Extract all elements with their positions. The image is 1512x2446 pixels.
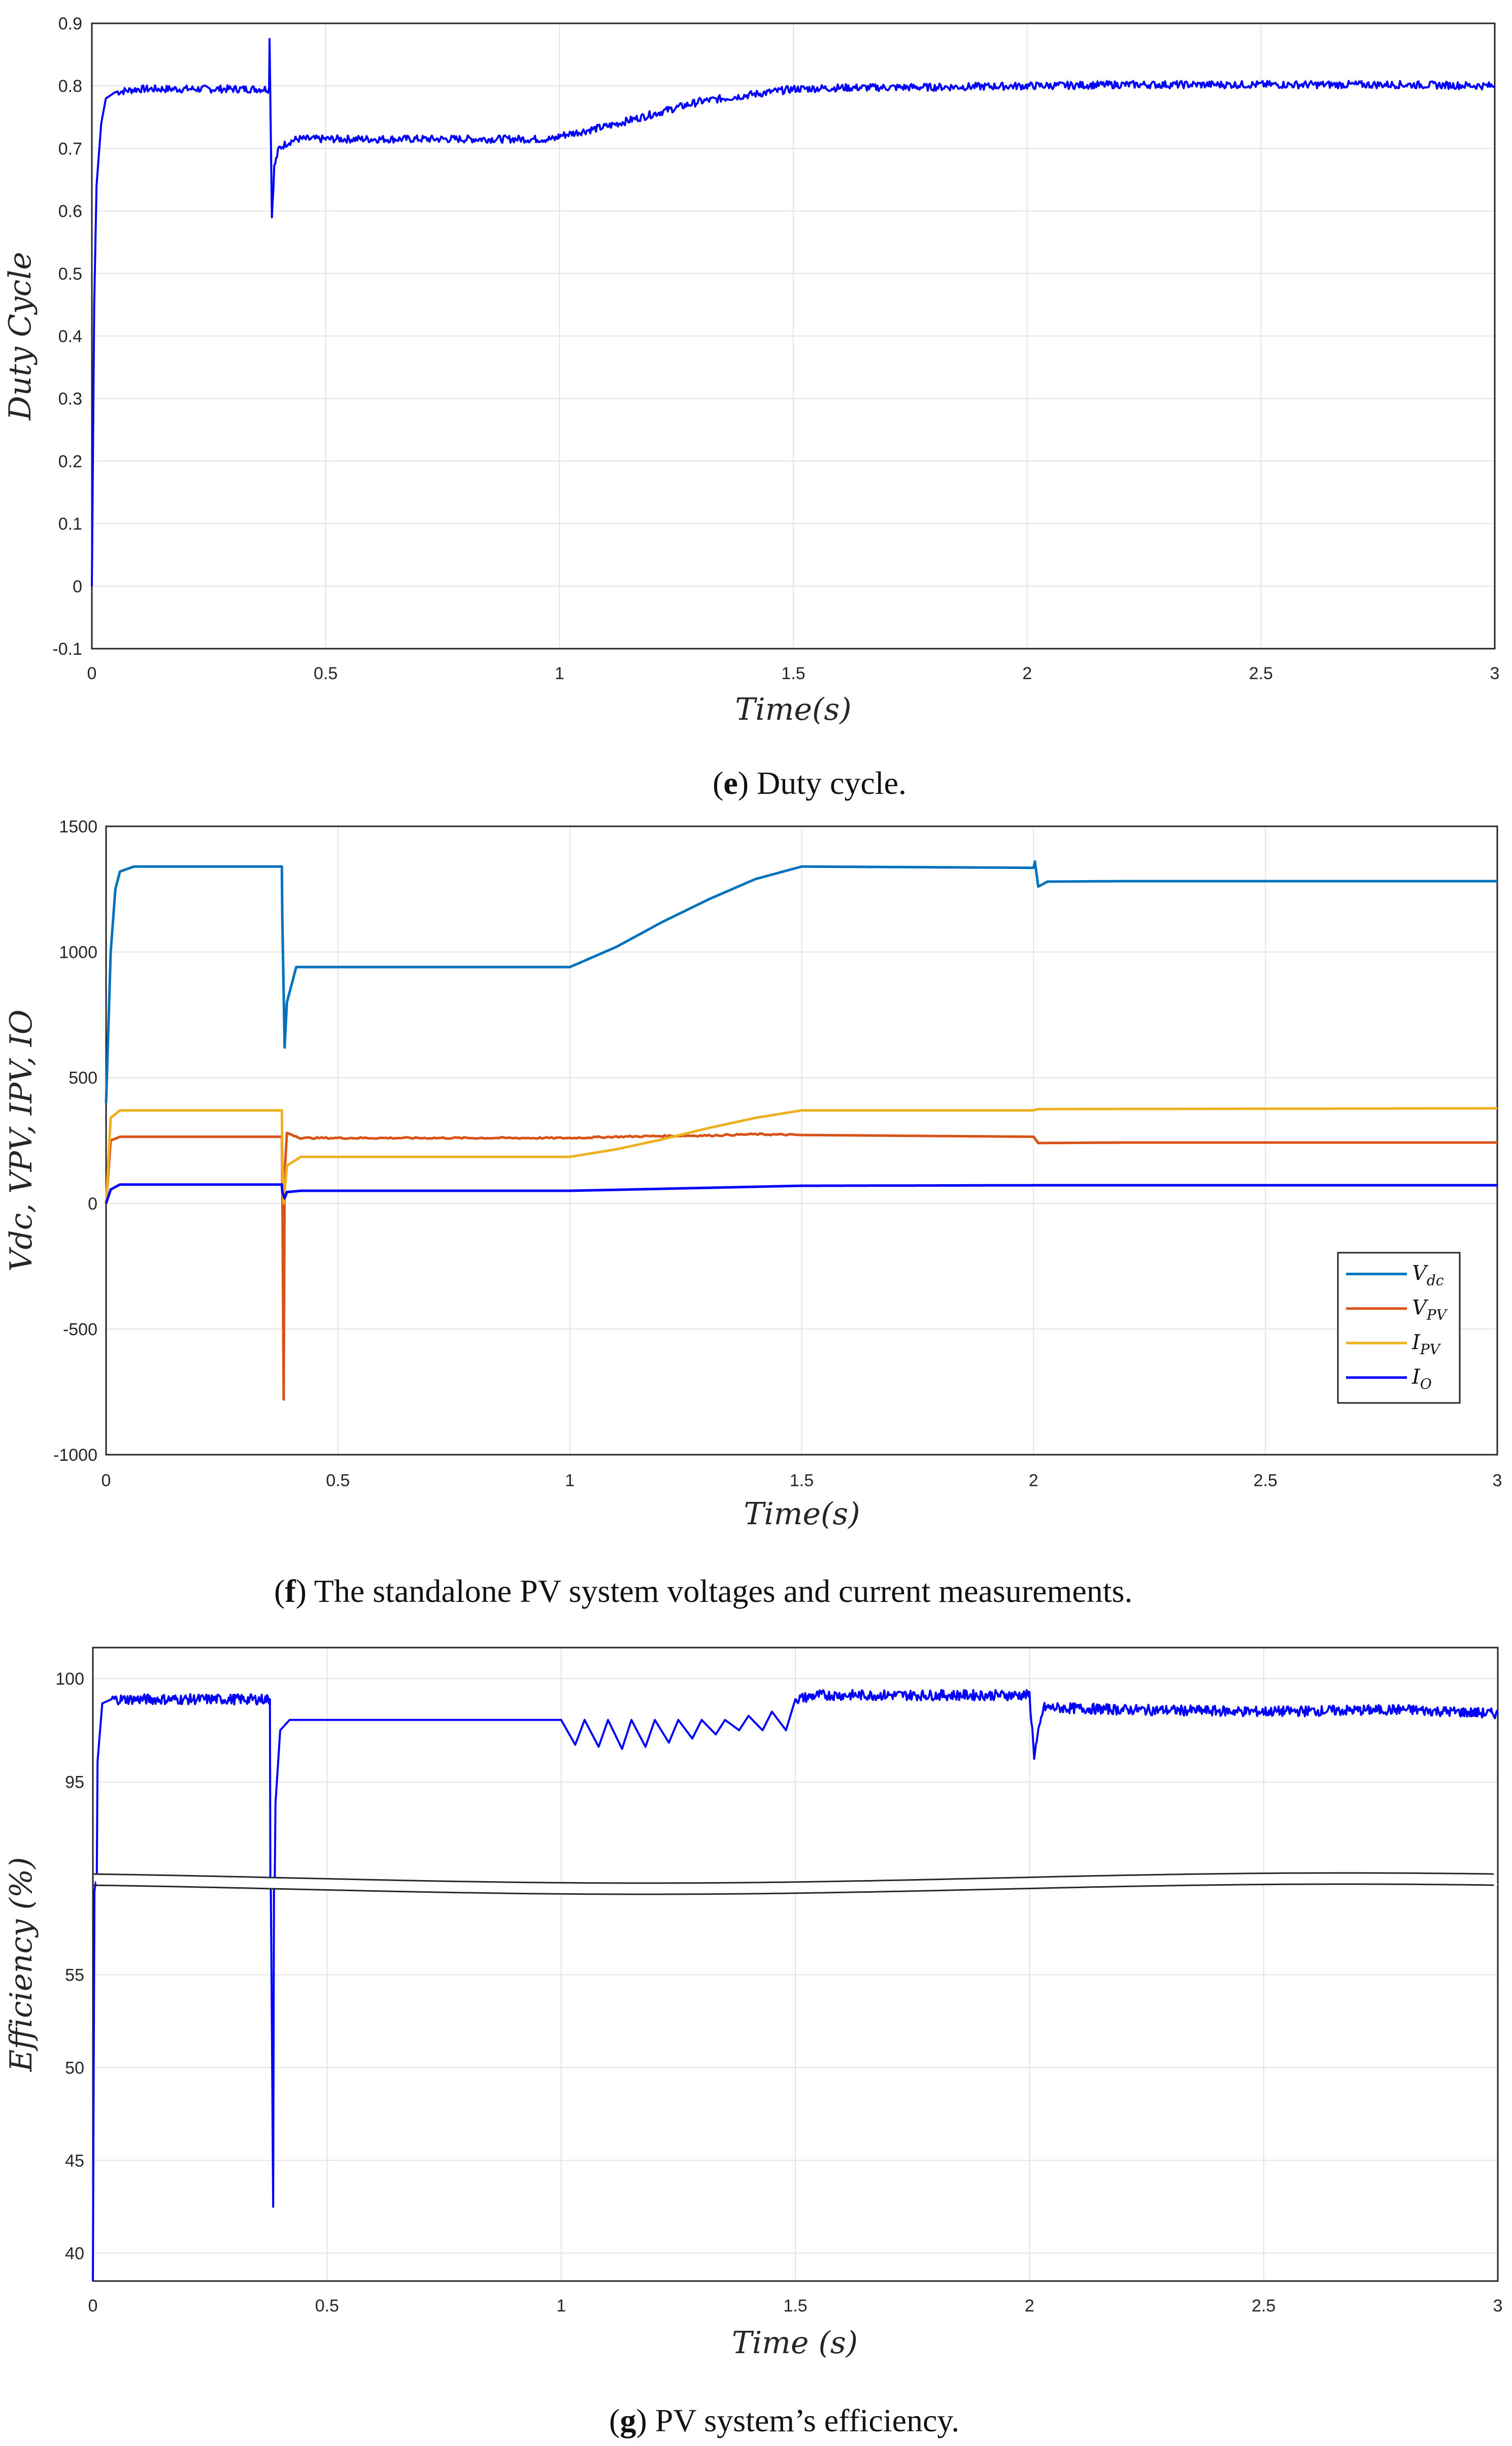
measurements-x-tick-label: 1.5 <box>790 1471 814 1490</box>
measurements-x-axis-label: Time(s) <box>744 1496 860 1532</box>
caption-g-label: g <box>620 2402 636 2438</box>
duty-y-tick-label: 0.1 <box>58 515 82 534</box>
series-line-vdc <box>105 860 1497 1103</box>
efficiency-x-tick-label: 0.5 <box>315 2296 339 2316</box>
caption-e: (e) Duty cycle. <box>713 765 906 801</box>
measurements-y-tick-label: 1500 <box>59 817 97 836</box>
duty-y-tick-label: 0.3 <box>58 389 82 409</box>
duty-x-axis-label: Time(s) <box>735 692 851 727</box>
duty-x-tick-label: 2.5 <box>1249 664 1273 683</box>
duty-x-tick-label: 0 <box>87 664 97 683</box>
duty-x-tick-label: 3 <box>1490 664 1500 683</box>
efficiency-x-tick-label: 2.5 <box>1252 2296 1275 2316</box>
duty-x-tick-label: 1.5 <box>781 664 805 683</box>
duty-cycle-series-line <box>91 38 1496 586</box>
duty-cycle-chart: -0.1 0 0.1 0.2 0.3 0.4 0.5 0.6 0.7 0.8 0.9 0 0.5 1 1.… <box>3 14 1499 727</box>
caption-f-label: f <box>285 1573 296 1609</box>
measurements-y-axis-label: Vdc, VPV, IPV, IO <box>4 1010 39 1271</box>
measurements-x-tick-label: 0.5 <box>326 1471 350 1490</box>
duty-y-tick-label: 0.4 <box>58 327 82 346</box>
measurements-x-tick-label: 2.5 <box>1254 1471 1278 1490</box>
series-line-io <box>105 1183 1497 1204</box>
duty-y-tick-label: 0.8 <box>58 77 82 96</box>
efficiency-y-tick-label: 55 <box>65 1966 84 1985</box>
duty-x-tick-label: 2 <box>1022 664 1032 683</box>
duty-y-tick-label: 0.6 <box>58 202 82 221</box>
duty-x-tick-label: 0.5 <box>314 664 338 683</box>
legend-label-io: IO <box>1412 1365 1432 1392</box>
caption-g-text: ) PV system’s efficiency. <box>636 2402 959 2438</box>
efficiency-y-tick-label: 95 <box>65 1773 84 1792</box>
caption-e-text: ) Duty cycle. <box>738 765 906 801</box>
efficiency-x-tick-label: 3 <box>1493 2296 1503 2316</box>
efficiency-x-tick-label: 1.5 <box>783 2296 807 2316</box>
measurements-y-tick-label: 1000 <box>59 943 97 962</box>
duty-x-tick-label: 1 <box>555 664 564 683</box>
measurements-y-tick-label: 500 <box>69 1068 97 1088</box>
efficiency-y-tick-label: 45 <box>65 2151 84 2170</box>
axis-break-edge-top <box>92 1872 1494 1884</box>
duty-plot-frame <box>91 22 1496 650</box>
measurements-y-tick-label: -500 <box>63 1320 97 1339</box>
duty-y-tick-label: 0.7 <box>58 139 82 158</box>
measurements-x-tick-label: 1 <box>565 1471 575 1490</box>
efficiency-y-tick-label: 100 <box>55 1669 84 1689</box>
duty-y-tick-label: 0.5 <box>58 264 82 284</box>
efficiency-y-tick-label: 40 <box>65 2244 84 2263</box>
axis-break <box>92 1872 1498 1895</box>
legend: Vdc VPV IPV IO <box>1337 1252 1461 1404</box>
measurements-x-tick-label: 2 <box>1029 1471 1038 1490</box>
efficiency-x-tick-label: 1 <box>556 2296 566 2316</box>
measurements-plot-frame <box>105 825 1498 1456</box>
caption-f: (f) The standalone PV system voltages an… <box>274 1573 1132 1609</box>
efficiency-series-line <box>92 1689 1499 2282</box>
axis-break-edge-bottom <box>92 1883 1494 1895</box>
legend-label-ipv: IPV <box>1412 1331 1441 1358</box>
caption-g: (g) PV system’s efficiency. <box>609 2402 959 2438</box>
measurements-x-tick-label: 3 <box>1493 1471 1502 1490</box>
measurements-y-tick-label: -1000 <box>53 1446 97 1465</box>
duty-y-axis-label: Duty Cycle <box>3 252 38 421</box>
duty-y-tick-label: 0.2 <box>58 452 82 471</box>
efficiency-x-axis-label: Time (s) <box>732 2325 858 2361</box>
axis-break-gap <box>93 1873 1498 1894</box>
efficiency-chart: 40 45 50 55 95 100 0 0.5 1 1.5 2 2.5 3 Time (s) Eff… <box>4 1647 1503 2361</box>
caption-f-text: ) The standalone PV system voltages and … <box>296 1573 1133 1609</box>
measurements-chart: -1000 -500 0 500 1000 1500 0 0.5 1 1.5 2 2.5 3 Time… <box>4 817 1502 1532</box>
series-line-vpv <box>105 1131 1497 1401</box>
duty-y-tick-label: 0 <box>73 577 82 596</box>
measurements-x-tick-label: 0 <box>102 1471 111 1490</box>
efficiency-x-tick-label: 2 <box>1025 2296 1034 2316</box>
efficiency-x-tick-label: 0 <box>88 2296 98 2316</box>
efficiency-y-axis-label: Efficiency (%) <box>4 1857 39 2072</box>
efficiency-y-tick-label: 50 <box>65 2058 84 2078</box>
legend-label-vpv: VPV <box>1412 1296 1448 1323</box>
duty-y-tick-label: 0.9 <box>58 14 82 33</box>
legend-label-vdc: Vdc <box>1412 1262 1444 1289</box>
efficiency-plot-frame <box>92 1647 1499 2282</box>
measurements-y-tick-label: 0 <box>88 1194 97 1214</box>
caption-e-label: e <box>723 765 737 801</box>
series-line-ipv <box>105 1107 1497 1205</box>
duty-y-tick-label: -0.1 <box>52 640 82 659</box>
